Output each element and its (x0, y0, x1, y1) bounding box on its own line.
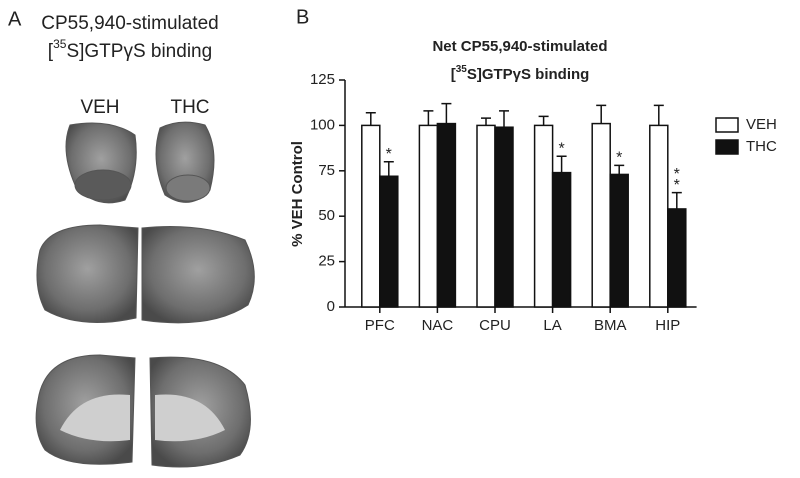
error-bar (365, 111, 376, 126)
bar (667, 208, 687, 308)
panel-title: [35S]GTPγS binding (48, 37, 212, 62)
bar (494, 126, 514, 308)
significance-label: * (674, 177, 680, 194)
panel-a: A CP55,940-stimulated [35S]GTPγS binding… (8, 8, 255, 468)
significance-label: * (386, 146, 392, 163)
error-bar (499, 110, 509, 128)
panel-label: B (296, 6, 309, 28)
y-tick-label: 25 (318, 253, 335, 270)
column-label: THC (170, 97, 209, 118)
y-tick-label: 50 (318, 207, 335, 224)
panel-b: B Net CP55,940-stimulated [35S]GTPγS bin… (289, 6, 777, 334)
error-bar (481, 117, 491, 126)
bar (609, 173, 629, 308)
significance-label: * (674, 166, 680, 183)
error-bar (423, 110, 434, 126)
significance-label: * (558, 140, 564, 157)
bar (476, 124, 496, 308)
error-bar (556, 155, 567, 173)
bar (436, 122, 457, 308)
error-bar (441, 102, 452, 124)
y-tick-label: 0 (327, 298, 335, 315)
legend-swatch (715, 117, 739, 133)
significance-label: * (616, 150, 622, 167)
panel-title: CP55,940-stimulated (41, 13, 218, 34)
error-bar (614, 164, 625, 175)
error-bar (596, 104, 607, 124)
bar (649, 124, 669, 308)
bar (591, 122, 611, 308)
error-bar (383, 160, 394, 177)
chart-title: [35S]GTPγS binding (451, 64, 590, 83)
bar (551, 171, 572, 308)
x-tick-label: BMA (594, 317, 627, 334)
bar (418, 124, 439, 308)
legend-label: VEH (746, 116, 777, 133)
x-tick-label: NAC (422, 317, 454, 334)
y-tick-label: 125 (310, 71, 335, 88)
bar (379, 175, 399, 308)
y-tick-label: 100 (310, 116, 335, 133)
column-label: VEH (80, 97, 119, 118)
chart-title: Net CP55,940-stimulated (432, 38, 607, 55)
legend-swatch (715, 139, 739, 155)
error-bar (538, 115, 549, 126)
y-tick-label: 75 (318, 162, 335, 179)
panel-label: A (8, 8, 22, 30)
x-tick-label: CPU (479, 317, 511, 334)
x-tick-label: PFC (365, 317, 395, 334)
bar (533, 124, 554, 308)
bar (361, 124, 381, 308)
error-bar (653, 104, 664, 126)
error-bar (671, 191, 682, 209)
x-tick-label: HIP (655, 317, 680, 334)
legend-label: THC (746, 138, 777, 155)
x-tick-label: LA (543, 317, 561, 334)
y-axis-label: % VEH Control (289, 141, 306, 247)
brain-sections (35, 121, 255, 468)
